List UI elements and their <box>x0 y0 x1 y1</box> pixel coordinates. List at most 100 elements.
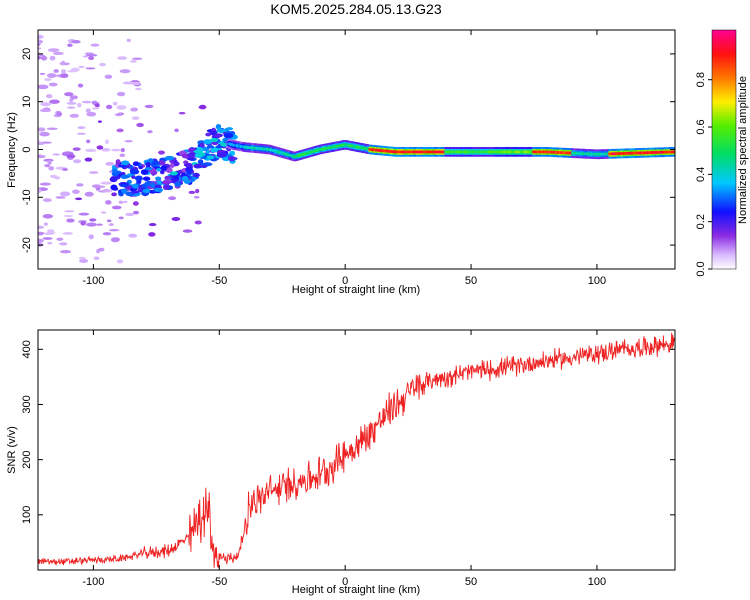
spectrogram-cluster-blob <box>206 145 215 149</box>
spectrogram-cluster-blob <box>164 175 171 180</box>
spectrogram-noise-blob <box>46 73 57 78</box>
snr-y-ticks: 100 200 300 400 <box>21 340 675 524</box>
spectrogram-cluster-blob <box>169 162 175 169</box>
spectrogram-noise-blob <box>66 154 76 159</box>
spectrogram-noise-blob <box>80 221 86 226</box>
spectrogram-cluster-blob <box>205 150 210 154</box>
spectrogram-noise-blob <box>91 107 100 110</box>
spectrogram-noise-blob <box>42 198 52 202</box>
spectrogram-noise-blob <box>118 200 124 204</box>
spectrogram-noise-blob <box>144 104 154 109</box>
spectrogram-noise-blob <box>78 256 86 260</box>
spectrogram-cluster-blob <box>187 152 196 159</box>
spectrogram-noise-blob <box>52 153 61 156</box>
spectrogram-noise-blob <box>119 69 131 74</box>
spectrogram-noise-blob <box>48 166 55 171</box>
spectrogram-noise-blob <box>40 102 51 107</box>
spectrogram-noise-blob <box>104 139 110 144</box>
spectrogram-noise-blob <box>99 62 106 67</box>
spectrogram-noise-blob <box>77 83 84 88</box>
spectrogram-noise-blob <box>131 57 143 60</box>
spectrogram-cluster-blob <box>111 192 117 197</box>
spectrogram-noise-blob <box>112 101 118 106</box>
spectrogram-noise-blob <box>116 105 127 110</box>
spectrogram-noise-blob <box>118 216 124 220</box>
spectrogram-noise-blob <box>67 69 77 73</box>
spectrogram-cluster-blob <box>153 180 164 186</box>
spectrogram-cluster-blob <box>206 155 215 160</box>
spectrogram-noise-blob <box>52 51 64 56</box>
spectrogram-cluster-blob <box>110 184 118 191</box>
spectrogram-noise-blob <box>86 111 97 117</box>
colorbar: 0.0 0.2 0.4 0.6 0.8 Normalized spectral ampl… <box>695 29 749 277</box>
spectrogram-noise-blob <box>116 259 124 264</box>
spectrogram-noise-blob <box>174 128 179 133</box>
spectrogram-cluster-blob <box>132 161 140 166</box>
spectrogram-noise-blob <box>88 171 99 174</box>
spectrogram-cluster-blob <box>145 161 151 168</box>
spectrogram-noise-blob <box>85 148 97 153</box>
spectrogram-noise-blob <box>38 84 49 90</box>
spectrogram-hotspot <box>220 142 229 147</box>
spectrogram-noise-blob <box>158 150 165 155</box>
spectrogram-noise-blob <box>66 101 77 105</box>
spectrogram-band-core <box>671 150 675 154</box>
y-tick-label: 200 <box>21 450 33 468</box>
spectrogram-noise-blob <box>73 159 82 164</box>
spectrogram-cluster-blob <box>155 176 162 181</box>
spectrogram-noise-blob <box>178 111 186 115</box>
spectrogram-noise-blob <box>76 102 82 108</box>
x-tick-label: -50 <box>211 576 227 588</box>
spectrogram-noise-blob <box>72 147 81 151</box>
spectrogram-noise-blob <box>136 122 144 128</box>
snr-series-line <box>38 332 675 569</box>
spectrogram-noise-blob <box>193 195 200 199</box>
spectrogram-noise-blob <box>120 148 125 153</box>
spectrogram-noise-blob <box>115 113 123 117</box>
spectrogram-noise-blob <box>89 218 97 222</box>
spectrogram-noise-blob <box>84 157 93 162</box>
spectrogram-cluster-blob <box>157 188 163 193</box>
colorbar-tick-label: 0.6 <box>695 119 707 134</box>
y-tick-label: -20 <box>21 237 33 253</box>
spectrogram-cluster-blob <box>111 168 118 173</box>
spectrogram-cluster-blob <box>131 175 136 179</box>
spectrogram-noise-blob <box>132 201 139 206</box>
spectrogram-noise-blob <box>81 100 92 104</box>
spectrogram-cluster-blob <box>197 159 204 165</box>
spectrogram-hotspot <box>169 171 178 176</box>
spectrogram-noise-blob <box>106 104 113 110</box>
spectrogram-noise-blob <box>69 113 80 118</box>
spectrogram-noise-blob <box>105 200 112 205</box>
snr-panel: -100 -50 0 50 100 100 200 300 400 Height of str… <box>6 329 676 596</box>
spectrogram-marks <box>38 34 675 264</box>
spectrogram-cluster-blob <box>217 127 222 132</box>
spectrogram-noise-blob <box>62 232 74 235</box>
spectrogram-noise-blob <box>130 107 139 112</box>
spectrogram-noise-blob <box>47 241 53 245</box>
spectrogram-noise-blob <box>116 128 124 133</box>
spectrogram-noise-blob <box>85 222 97 227</box>
spectrogram-noise-blob <box>97 120 102 123</box>
spectrogram-noise-blob <box>38 55 42 60</box>
spectrogram-cluster-blob <box>193 149 202 154</box>
spectrogram-noise-blob <box>38 225 45 229</box>
snr-plot-area <box>38 330 675 570</box>
spectrogram-noise-blob <box>108 223 114 227</box>
colorbar-gradient <box>711 29 737 270</box>
spectrogram-noise-blob <box>48 82 58 87</box>
y-tick-label: 20 <box>21 48 33 60</box>
spectrogram-cluster-blob <box>165 167 173 174</box>
spectrogram-cluster-blob <box>183 160 189 165</box>
x-tick-label: -100 <box>82 275 104 287</box>
spectrogram-noise-blob <box>111 148 121 152</box>
spectrogram-noise-blob <box>194 220 202 225</box>
spectrogram-noise-blob <box>129 60 137 63</box>
snr-frame <box>37 329 676 571</box>
spectrogram-hotspot <box>210 137 219 142</box>
spectrogram-cluster-blob <box>162 180 169 185</box>
spectrogram-noise-blob <box>61 168 69 171</box>
spectrogram-noise-blob <box>91 184 101 188</box>
spectrogram-cluster-blob <box>135 175 143 182</box>
